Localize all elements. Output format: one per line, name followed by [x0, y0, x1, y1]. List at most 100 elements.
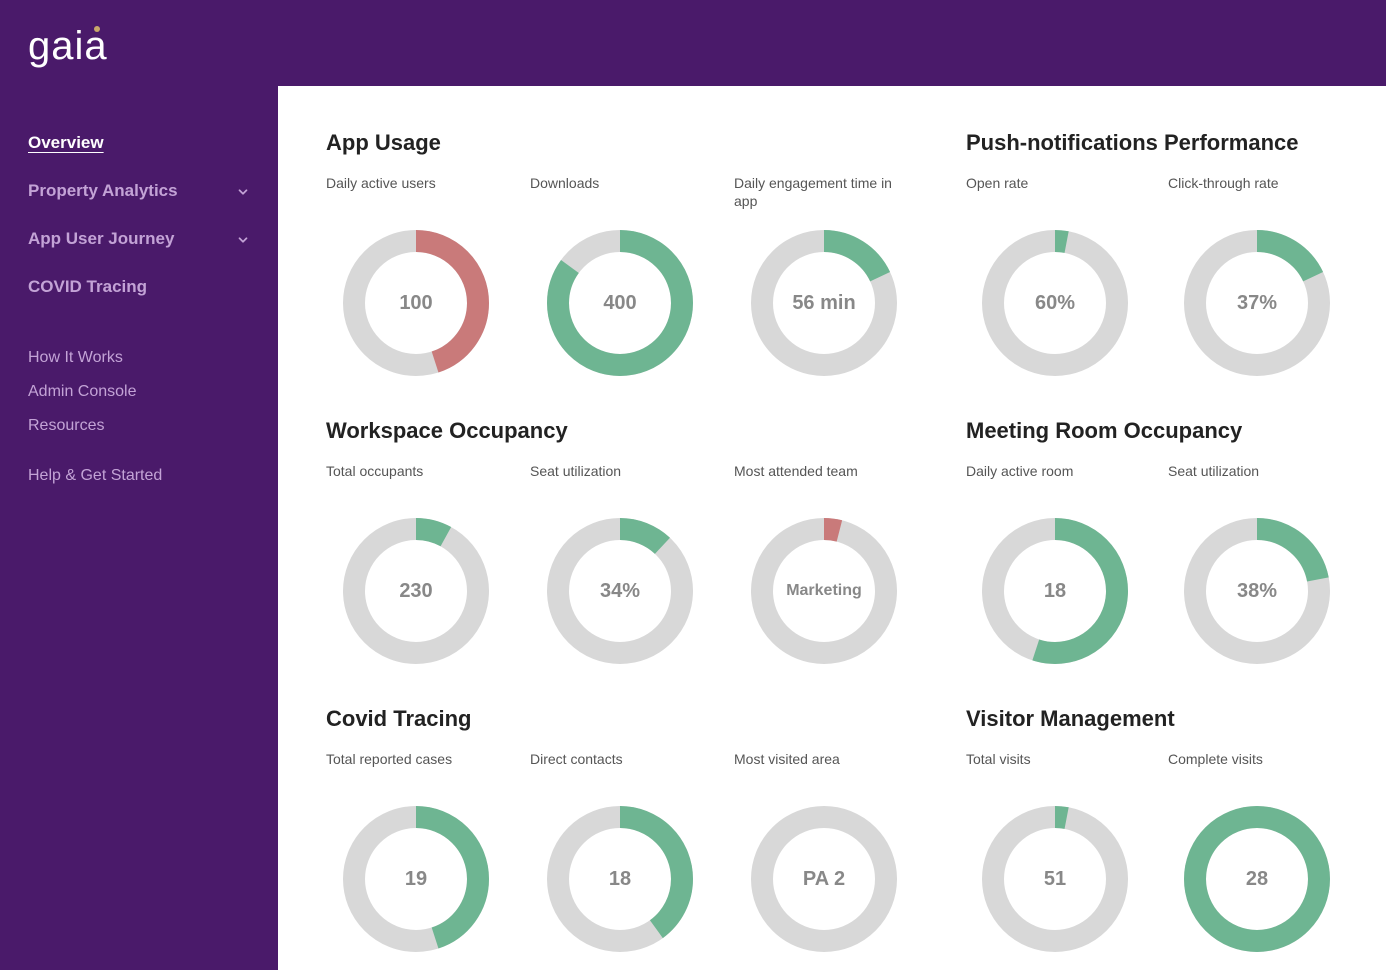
section-covid-tracing: Covid Tracing Total reported cases 19 Direc… — [326, 706, 926, 954]
dashboard-row: App Usage Daily active users 100 Downloads 4… — [326, 130, 1346, 378]
metric-label: Open rate — [966, 174, 1144, 210]
section-title: Meeting Room Occupancy — [966, 418, 1346, 444]
section-title: Workspace Occupancy — [326, 418, 926, 444]
metric-card: Complete visits 28 — [1168, 750, 1346, 954]
sidebar-item-property-analytics[interactable]: Property Analytics — [28, 167, 250, 215]
main-wrap: App Usage Daily active users 100 Downloads 4… — [278, 0, 1386, 970]
metric-label: Seat utilization — [530, 462, 710, 498]
metric-card: Daily engagement time in app 56 min — [734, 174, 914, 378]
section-push-notifications-performance: Push-notifications Performance Open rate 6… — [966, 130, 1346, 378]
metrics-group: Total occupants 230 Seat utilization 34% Mos… — [326, 462, 926, 666]
donut-chart: 28 — [1182, 804, 1332, 954]
section-title: Push-notifications Performance — [966, 130, 1346, 156]
donut-center-value: 18 — [980, 516, 1130, 666]
donut-center-value: 38% — [1182, 516, 1332, 666]
sidebar-item-app-user-journey[interactable]: App User Journey — [28, 215, 250, 263]
topbar — [278, 0, 1386, 86]
metric-label: Most attended team — [734, 462, 914, 498]
metric-card: Most visited area PA 2 — [734, 750, 914, 954]
donut-center-value: 34% — [545, 516, 695, 666]
metrics-group: Open rate 60% Click-through rate 37% — [966, 174, 1346, 378]
dashboard: App Usage Daily active users 100 Downloads 4… — [278, 86, 1386, 970]
donut-chart: 230 — [341, 516, 491, 666]
metric-card: Daily active users 100 — [326, 174, 506, 378]
metrics-group: Daily active users 100 Downloads 400 Daily e… — [326, 174, 926, 378]
metric-label: Complete visits — [1168, 750, 1346, 786]
metric-label: Daily engagement time in app — [734, 174, 914, 210]
section-title: Visitor Management — [966, 706, 1346, 732]
section-visitor-management: Visitor Management Total visits 51 Complete… — [966, 706, 1346, 954]
metric-card: Seat utilization 34% — [530, 462, 710, 666]
sidebar-link-admin-console[interactable]: Admin Console — [28, 375, 250, 409]
sidebar-item-label: COVID Tracing — [28, 277, 147, 297]
metrics-group: Daily active room 18 Seat utilization 38% — [966, 462, 1346, 666]
donut-center-value: 18 — [545, 804, 695, 954]
chevron-down-icon — [236, 184, 250, 198]
section-title: Covid Tracing — [326, 706, 926, 732]
metric-label: Total occupants — [326, 462, 506, 498]
metrics-group: Total reported cases 19 Direct contacts 18 M… — [326, 750, 926, 954]
donut-chart: 18 — [980, 516, 1130, 666]
metric-label: Seat utilization — [1168, 462, 1346, 498]
logo-dot-icon — [94, 26, 100, 32]
donut-chart: 37% — [1182, 228, 1332, 378]
donut-chart: 19 — [341, 804, 491, 954]
metrics-group: Total visits 51 Complete visits 28 — [966, 750, 1346, 954]
dashboard-row: Workspace Occupancy Total occupants 230 Sea… — [326, 418, 1346, 666]
donut-chart: 100 — [341, 228, 491, 378]
donut-center-value: 230 — [341, 516, 491, 666]
section-app-usage: App Usage Daily active users 100 Downloads 4… — [326, 130, 926, 378]
metric-label: Total reported cases — [326, 750, 506, 786]
metric-label: Most visited area — [734, 750, 914, 786]
dashboard-row: Covid Tracing Total reported cases 19 Direc… — [326, 706, 1346, 954]
metric-label: Daily active users — [326, 174, 506, 210]
sidebar-item-covid-tracing[interactable]: COVID Tracing — [28, 263, 250, 311]
metric-label: Daily active room — [966, 462, 1144, 498]
metric-card: Downloads 400 — [530, 174, 710, 378]
metric-label: Total visits — [966, 750, 1144, 786]
sidebar-link-help[interactable]: Help & Get Started — [28, 459, 250, 493]
metric-card: Total occupants 230 — [326, 462, 506, 666]
donut-chart: 34% — [545, 516, 695, 666]
donut-center-value: 51 — [980, 804, 1130, 954]
nav-secondary: How It WorksAdmin ConsoleResources Help &… — [28, 341, 250, 493]
donut-center-value: 28 — [1182, 804, 1332, 954]
donut-chart: 56 min — [749, 228, 899, 378]
section-meeting-room-occupancy: Meeting Room Occupancy Daily active room 1… — [966, 418, 1346, 666]
metric-card: Total reported cases 19 — [326, 750, 506, 954]
sidebar-link-resources[interactable]: Resources — [28, 409, 250, 443]
sidebar-item-label: App User Journey — [28, 229, 174, 249]
donut-center-value: 56 min — [749, 228, 899, 378]
donut-center-value: Marketing — [749, 516, 899, 666]
section-title: App Usage — [326, 130, 926, 156]
section-workspace-occupancy: Workspace Occupancy Total occupants 230 Sea… — [326, 418, 926, 666]
metric-card: Open rate 60% — [966, 174, 1144, 378]
donut-center-value: 400 — [545, 228, 695, 378]
nav-primary: OverviewProperty Analytics App User Journ… — [28, 119, 250, 311]
donut-chart: 51 — [980, 804, 1130, 954]
brand-logo: gaia — [28, 24, 250, 69]
metric-label: Click-through rate — [1168, 174, 1346, 210]
metric-card: Most attended team Marketing — [734, 462, 914, 666]
donut-chart: Marketing — [749, 516, 899, 666]
metric-label: Downloads — [530, 174, 710, 210]
metric-card: Total visits 51 — [966, 750, 1144, 954]
donut-center-value: 100 — [341, 228, 491, 378]
donut-chart: 38% — [1182, 516, 1332, 666]
metric-card: Seat utilization 38% — [1168, 462, 1346, 666]
sidebar: gaia OverviewProperty Analytics App User … — [0, 0, 278, 970]
donut-chart: PA 2 — [749, 804, 899, 954]
chevron-down-icon — [236, 232, 250, 246]
sidebar-spacer — [28, 443, 250, 459]
donut-chart: 60% — [980, 228, 1130, 378]
metric-card: Direct contacts 18 — [530, 750, 710, 954]
donut-center-value: PA 2 — [749, 804, 899, 954]
metric-card: Click-through rate 37% — [1168, 174, 1346, 378]
metric-label: Direct contacts — [530, 750, 710, 786]
donut-center-value: 60% — [980, 228, 1130, 378]
metric-card: Daily active room 18 — [966, 462, 1144, 666]
donut-chart: 400 — [545, 228, 695, 378]
sidebar-item-overview[interactable]: Overview — [28, 119, 250, 167]
sidebar-link-how-it-works[interactable]: How It Works — [28, 341, 250, 375]
donut-center-value: 19 — [341, 804, 491, 954]
